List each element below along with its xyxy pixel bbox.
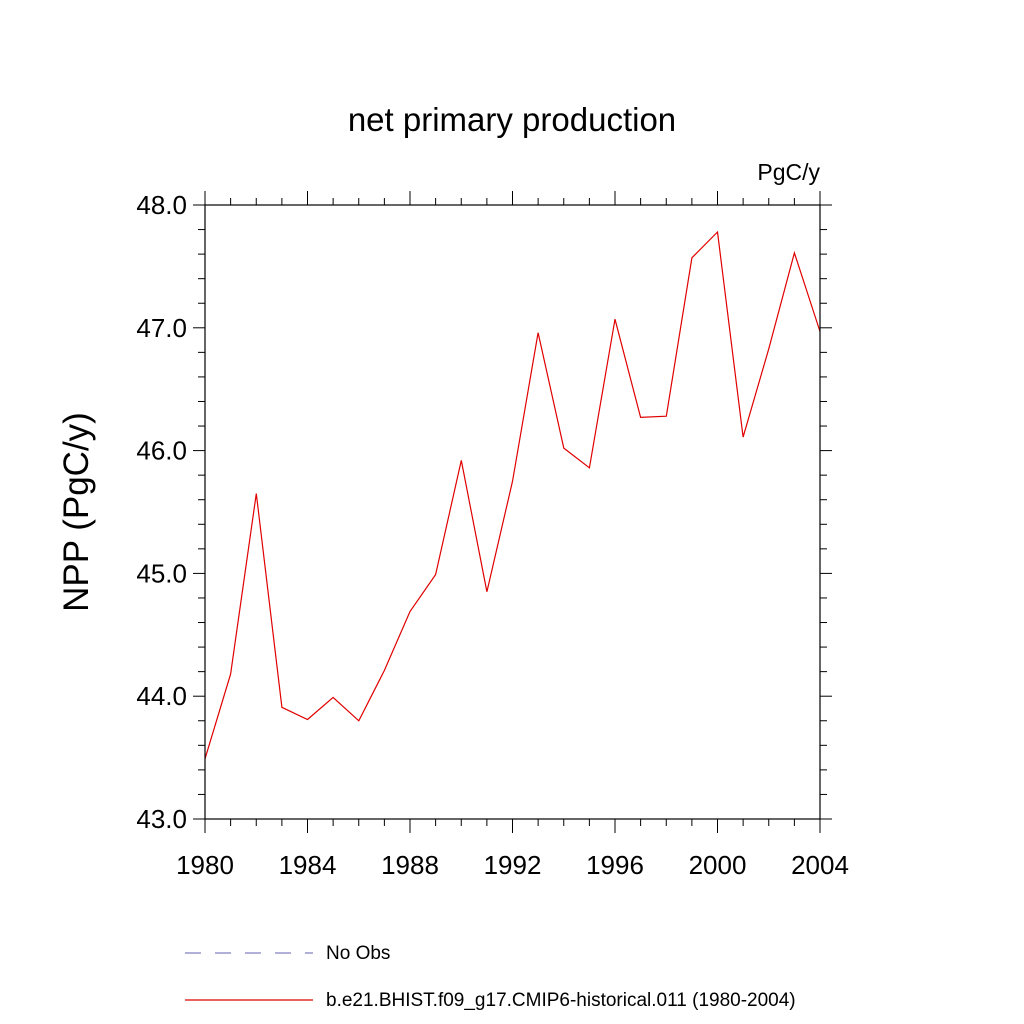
chart-title: net primary production <box>348 101 676 138</box>
y-axis-tick-labels: 43.0 44.0 45.0 46.0 47.0 48.0 <box>136 190 187 834</box>
y-tick-label: 46.0 <box>136 436 187 466</box>
x-tick-label: 2004 <box>791 850 849 880</box>
legend-label-model: b.e21.BHIST.f09_g17.CMIP6-historical.011… <box>326 990 796 1011</box>
y-tick-label: 47.0 <box>136 313 187 343</box>
units-label: PgC/y <box>757 159 820 185</box>
legend-label-no-obs: No Obs <box>326 943 390 964</box>
y-tick-label: 48.0 <box>136 190 187 220</box>
y-tick-label: 45.0 <box>136 558 187 588</box>
x-axis-tick-labels: 1980 1984 1988 1992 1996 2000 2004 <box>176 850 849 880</box>
series-group <box>204 230 821 759</box>
x-tick-label: 1988 <box>381 850 439 880</box>
x-tick-label: 1980 <box>176 850 234 880</box>
x-tick-label: 1996 <box>586 850 644 880</box>
y-tick-label: 44.0 <box>136 681 187 711</box>
y-tick-label: 43.0 <box>136 804 187 834</box>
plot-frame <box>204 204 821 820</box>
x-tick-label: 1992 <box>484 850 542 880</box>
y-axis-label: NPP (PgC/y) <box>57 412 96 612</box>
series-line-0 <box>204 230 821 759</box>
x-tick-label: 1984 <box>279 850 337 880</box>
legend: No Obs b.e21.BHIST.f09_g17.CMIP6-histori… <box>185 943 796 1011</box>
axis-ticks <box>193 191 832 833</box>
x-tick-label: 2000 <box>689 850 747 880</box>
